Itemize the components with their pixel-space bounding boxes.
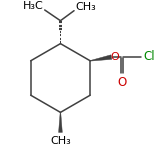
Text: O: O [111, 52, 119, 62]
Text: O: O [118, 76, 127, 89]
Polygon shape [90, 55, 112, 61]
Text: H₃C: H₃C [23, 1, 43, 11]
Text: Cl: Cl [143, 50, 155, 63]
Polygon shape [59, 112, 62, 132]
Text: CH₃: CH₃ [75, 2, 96, 12]
Text: CH₃: CH₃ [50, 136, 71, 146]
